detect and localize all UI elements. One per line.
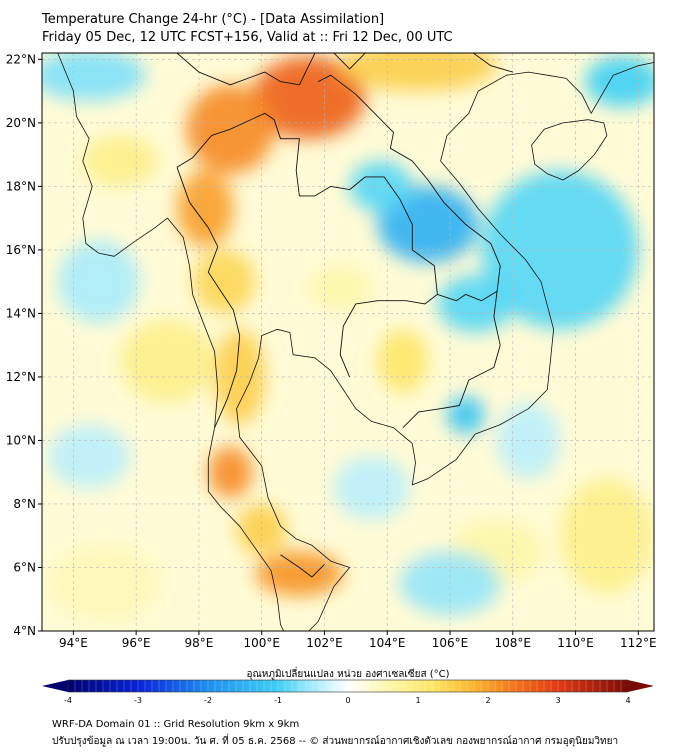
colorbar-gradient xyxy=(68,680,628,692)
footer-credit: ปรับปรุงข้อมูล ณ เวลา 19:00น. วัน ศ. ที่… xyxy=(52,736,619,747)
field-blob xyxy=(559,478,654,593)
colorbar-min-arrow xyxy=(42,680,68,692)
lon-tick-label: 96°E xyxy=(122,636,151,650)
lat-tick-label: 20°N xyxy=(6,116,36,130)
colorbar-tick-label: -2 xyxy=(204,696,212,705)
lat-tick-label: 4°N xyxy=(13,624,36,638)
colorbar: -4 -3 -2 -1 0 1 2 3 4 xyxy=(42,679,654,705)
lon-tick-label: 102°E xyxy=(306,636,343,650)
lon-tick-label: 94°E xyxy=(59,636,88,650)
country-border xyxy=(317,74,501,302)
lat-tick-label: 14°N xyxy=(6,306,36,320)
lat-tick-label: 16°N xyxy=(6,243,36,257)
geography-lines xyxy=(57,53,654,631)
coastline xyxy=(236,62,654,631)
field-blob xyxy=(120,319,215,403)
lon-tick-label: 108°E xyxy=(495,636,532,650)
graticule xyxy=(42,53,654,631)
colorbar-tick-label: -3 xyxy=(134,696,142,705)
colorbar-tick-label: -1 xyxy=(274,696,282,705)
field-blob xyxy=(377,329,429,393)
field-blob xyxy=(340,53,498,92)
field-blob xyxy=(48,545,162,622)
field-blob xyxy=(192,249,256,314)
lon-tick-label: 112°E xyxy=(620,636,657,650)
lon-tick-label: 110°E xyxy=(557,636,594,650)
lon-tick-label: 104°E xyxy=(369,636,406,650)
chart-title: Temperature Change 24-hr (°C) - [Data As… xyxy=(42,12,385,27)
chart-subtitle: Friday 05 Dec, 12 UTC FCST+156, Valid at… xyxy=(42,30,453,45)
temperature-field xyxy=(42,53,654,631)
field-blob xyxy=(446,395,485,435)
country-border xyxy=(176,53,316,86)
colorbar-max-arrow xyxy=(628,680,654,692)
lat-tick-label: 18°N xyxy=(6,179,36,193)
country-border xyxy=(280,554,325,578)
colorbar-tick-label: 1 xyxy=(415,696,420,705)
field-blob xyxy=(42,53,146,101)
field-blob xyxy=(333,456,410,520)
country-border xyxy=(176,167,241,428)
field-blob xyxy=(82,135,159,187)
map-axes: 94°E 96°E 98°E 100°E 102°E 104°E 106°E 108°E 110… xyxy=(6,52,657,650)
lat-tick-label: 10°N xyxy=(6,433,36,447)
country-border xyxy=(315,53,513,73)
lat-tick-label: 6°N xyxy=(13,560,36,574)
lat-tick-label: 22°N xyxy=(6,52,36,66)
country-border xyxy=(402,291,501,429)
field-blob xyxy=(176,170,234,247)
field-blob xyxy=(308,265,372,311)
field-blob xyxy=(255,551,344,597)
footer-model-info: WRF-DA Domain 01 :: Grid Resolution 9km … xyxy=(52,719,300,730)
country-border xyxy=(176,112,438,378)
lon-tick-label: 106°E xyxy=(432,636,469,650)
colorbar-tick-label: 2 xyxy=(485,696,490,705)
lat-tick-label: 12°N xyxy=(6,370,36,384)
colorbar-label: อุณหภูมิเปลี่ยนแปลง หน่วย องศาเซลเซียส (… xyxy=(246,666,449,680)
field-blob xyxy=(48,424,130,489)
colorbar-tick-label: -4 xyxy=(64,696,72,705)
field-blob xyxy=(252,56,366,139)
field-blob xyxy=(208,446,253,498)
colorbar-tick-label: 0 xyxy=(345,696,350,705)
colorbar-tick-label: 4 xyxy=(625,696,630,705)
colorbar-outline xyxy=(67,679,629,693)
field-blob xyxy=(57,240,140,323)
map-frame xyxy=(41,52,655,632)
lon-tick-label: 100°E xyxy=(243,636,280,650)
lat-tick-label: 8°N xyxy=(13,497,36,511)
lon-tick-label: 98°E xyxy=(184,636,213,650)
field-blob xyxy=(214,329,265,425)
coastline xyxy=(531,119,608,181)
colorbar-tick-label: 3 xyxy=(555,696,560,705)
coastline xyxy=(57,53,285,631)
